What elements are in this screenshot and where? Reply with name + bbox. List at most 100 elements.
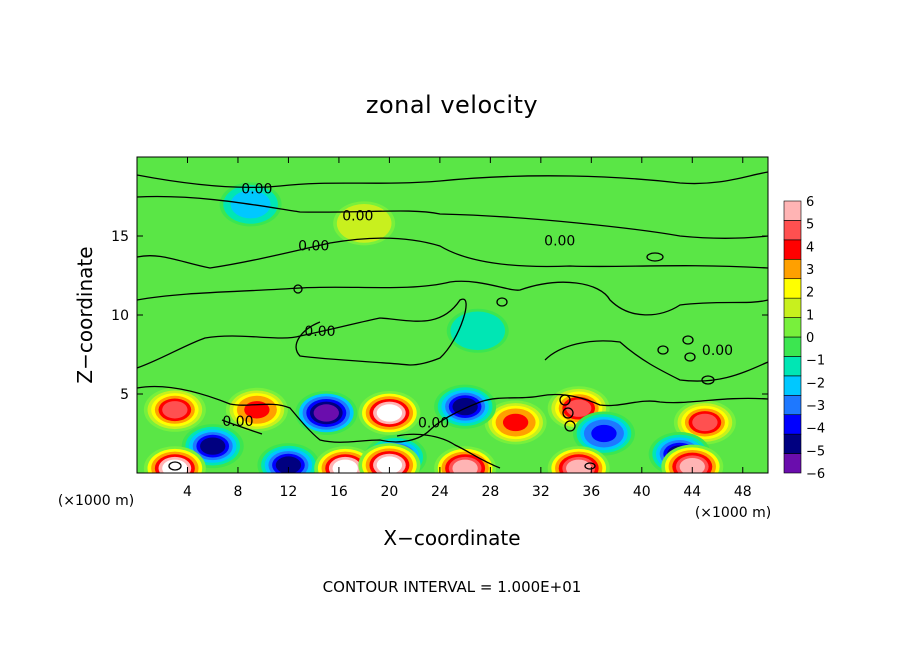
x-unit-label-right: (×1000 m) (695, 505, 771, 521)
chart-title: zonal velocity (366, 91, 538, 119)
field-blob (200, 437, 226, 455)
x-tick-label: 32 (532, 484, 550, 500)
colorbar-label: 5 (806, 218, 814, 233)
x-tick-label: 44 (683, 484, 701, 500)
y-axis: 5 10 15 (111, 229, 768, 403)
colorbar-segment (783, 239, 802, 260)
contour-loop (496, 297, 508, 307)
y-tick-label: 5 (120, 387, 129, 403)
x-unit-label-left: (×1000 m) (58, 493, 134, 509)
field-blob (275, 456, 302, 473)
colorbar-segment (783, 453, 802, 474)
zero-contours (137, 171, 768, 471)
contour-label: 0.00 (418, 415, 449, 431)
colorbar-label: −3 (806, 399, 825, 414)
x-tick-label: 4 (183, 484, 192, 500)
colorbar-label: −4 (806, 422, 825, 437)
field-blob (376, 404, 403, 422)
contour-loop (562, 407, 574, 419)
colorbar-label: −5 (806, 444, 825, 459)
colorbar-segment (783, 433, 802, 454)
colorbar-segment (783, 258, 802, 280)
colorbar-segment (783, 336, 802, 357)
contour-label: 0.00 (222, 414, 253, 430)
contour-loop (168, 461, 182, 471)
contour-label: 0.00 (241, 182, 272, 198)
field-blob (332, 459, 358, 473)
contour-line (137, 195, 768, 239)
contour-loop (559, 394, 571, 406)
contour-label: 0.00 (298, 238, 329, 254)
contour-line (137, 385, 768, 443)
x-tick-label: 16 (330, 484, 348, 500)
colorbar-label: 2 (806, 286, 814, 301)
x-tick-label: 40 (633, 484, 651, 500)
field-blob (162, 401, 188, 419)
colorbar-segment (783, 356, 802, 377)
x-tick-label: 48 (734, 484, 752, 500)
colorbar-segment (783, 317, 802, 338)
contour-line (137, 298, 467, 369)
field-blob (351, 214, 377, 233)
contour-line (221, 419, 263, 435)
colorbar-label: 6 (806, 195, 814, 210)
contour-line (137, 280, 768, 316)
contour-label: 0.00 (342, 208, 373, 224)
field-blob (692, 413, 718, 432)
field-blob (566, 459, 592, 473)
field-blob (452, 459, 478, 473)
field-blob (591, 424, 617, 443)
plot-area: 0.00 0.00 0.00 0.00 0.00 0.00 0.00 0.00 (136, 156, 769, 474)
contour-label: 0.00 (304, 324, 335, 340)
contour-loop (684, 352, 696, 362)
contour-labels: 0.00 0.00 0.00 0.00 0.00 0.00 0.00 0.00 (222, 182, 733, 432)
colorbar-label: 3 (806, 263, 814, 278)
contour-loop (564, 420, 576, 432)
contour-loop (682, 335, 694, 345)
contour-loop (701, 375, 715, 385)
y-tick-label: 15 (111, 229, 129, 245)
x-axis-title: X−coordinate (383, 526, 520, 550)
colorbar-segment (783, 414, 802, 435)
colorbar-segment (783, 278, 802, 299)
x-tick-label: 20 (380, 484, 398, 500)
contour-line (544, 340, 768, 382)
colorbar-segment (783, 394, 802, 416)
field-blob (679, 458, 705, 473)
colorbar-label: −1 (806, 354, 825, 369)
x-tick-label: 12 (280, 484, 298, 500)
colorbar-label: 0 (806, 331, 814, 346)
field-blob (502, 413, 529, 432)
colorbar-segment (783, 297, 802, 318)
x-tick-label: 36 (582, 484, 600, 500)
colorbar-label: 4 (806, 240, 814, 255)
contour-line (396, 433, 501, 469)
field-blob (162, 459, 188, 473)
field-blob (465, 322, 491, 340)
velocity-field (143, 182, 736, 473)
x-axis: 4 8 12 16 20 24 28 32 36 40 44 48 (183, 157, 752, 500)
colorbar-segment (783, 200, 802, 221)
contour-line (137, 171, 768, 189)
contour-label: 0.00 (544, 234, 575, 250)
y-axis-title: Z−coordinate (73, 246, 97, 383)
contour-loop (584, 462, 596, 470)
field-blob (376, 456, 403, 473)
colorbar-label: −2 (806, 376, 825, 391)
colorbar: 6 5 4 3 2 1 0 −1 −2 −3 −4 −5 −6 (783, 195, 825, 482)
colorbar-segment (783, 220, 802, 241)
contour-label: 0.00 (702, 343, 733, 359)
contour-loop (646, 252, 664, 262)
colorbar-segment (783, 375, 802, 396)
x-tick-label: 8 (233, 484, 242, 500)
x-tick-label: 24 (431, 484, 449, 500)
contour-line (137, 237, 768, 269)
contour-loop (657, 345, 669, 355)
colorbar-label: −6 (806, 467, 825, 482)
x-tick-label: 28 (481, 484, 499, 500)
colorbar-label: 1 (806, 308, 814, 323)
contour-loop (293, 284, 303, 294)
y-tick-label: 10 (111, 308, 129, 324)
field-blob (313, 404, 339, 422)
